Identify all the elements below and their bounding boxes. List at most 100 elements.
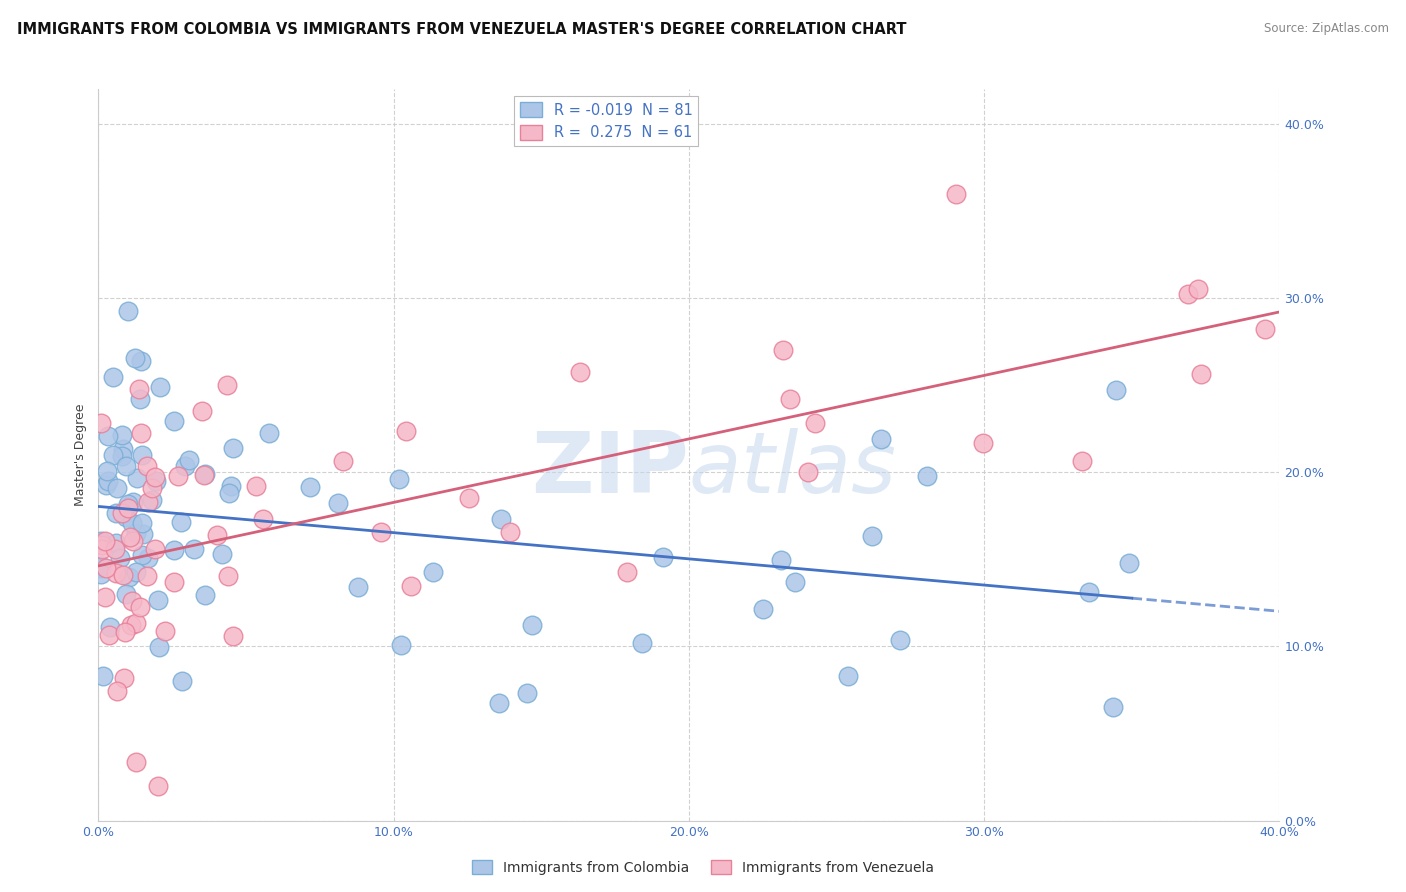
Point bbox=[219, 479, 242, 493]
Point bbox=[205, 528, 228, 542]
Point bbox=[299, 480, 322, 494]
Point bbox=[132, 527, 155, 541]
Point bbox=[120, 618, 142, 632]
Point bbox=[222, 629, 245, 643]
Point bbox=[217, 569, 239, 583]
Point bbox=[141, 481, 163, 495]
Legend: Immigrants from Colombia, Immigrants from Venezuela: Immigrants from Colombia, Immigrants fro… bbox=[465, 855, 941, 880]
Point bbox=[104, 506, 127, 520]
Point bbox=[769, 552, 792, 566]
Point bbox=[104, 535, 127, 549]
Point bbox=[111, 567, 134, 582]
Point bbox=[170, 673, 193, 688]
Point bbox=[136, 550, 159, 565]
Point bbox=[146, 593, 169, 607]
Point bbox=[215, 378, 238, 392]
Point bbox=[136, 458, 159, 473]
Point bbox=[370, 524, 392, 539]
Point bbox=[112, 671, 135, 685]
Point bbox=[124, 755, 146, 769]
Point bbox=[107, 481, 129, 495]
Point bbox=[148, 779, 170, 793]
Point bbox=[163, 414, 186, 428]
Point bbox=[117, 497, 139, 511]
Point bbox=[915, 469, 938, 483]
Point bbox=[94, 561, 117, 575]
Point bbox=[326, 496, 349, 510]
Point bbox=[870, 432, 893, 446]
Point bbox=[797, 465, 820, 479]
Point bbox=[90, 561, 112, 575]
Point bbox=[752, 602, 775, 616]
Point bbox=[136, 569, 159, 583]
Point bbox=[153, 624, 176, 639]
Point bbox=[252, 512, 274, 526]
Point bbox=[128, 383, 150, 397]
Point bbox=[257, 425, 280, 440]
Point bbox=[90, 538, 112, 552]
Point bbox=[129, 392, 152, 406]
Point bbox=[499, 525, 522, 540]
Point bbox=[616, 565, 638, 579]
Point bbox=[520, 618, 543, 632]
Point bbox=[1189, 367, 1212, 381]
Point bbox=[128, 599, 150, 614]
Point bbox=[131, 516, 153, 530]
Point bbox=[169, 516, 191, 530]
Point bbox=[422, 565, 444, 579]
Point bbox=[837, 669, 859, 683]
Point bbox=[117, 304, 139, 318]
Text: IMMIGRANTS FROM COLOMBIA VS IMMIGRANTS FROM VENEZUELA MASTER'S DEGREE CORRELATIO: IMMIGRANTS FROM COLOMBIA VS IMMIGRANTS F… bbox=[17, 22, 907, 37]
Point bbox=[211, 547, 233, 561]
Point bbox=[162, 542, 184, 557]
Point bbox=[105, 684, 128, 698]
Point bbox=[194, 588, 217, 602]
Point bbox=[191, 404, 214, 418]
Point bbox=[183, 541, 205, 556]
Point bbox=[131, 448, 153, 462]
Point bbox=[1071, 454, 1094, 468]
Point bbox=[115, 509, 138, 524]
Point bbox=[94, 534, 117, 549]
Point bbox=[652, 549, 675, 564]
Point bbox=[121, 516, 143, 530]
Point bbox=[1187, 282, 1209, 296]
Point bbox=[125, 526, 148, 541]
Point bbox=[332, 454, 354, 468]
Point bbox=[245, 479, 267, 493]
Point bbox=[90, 559, 112, 574]
Point bbox=[111, 427, 134, 442]
Point bbox=[118, 570, 141, 584]
Point bbox=[145, 474, 167, 488]
Point bbox=[569, 365, 592, 379]
Point bbox=[96, 464, 118, 478]
Point bbox=[97, 474, 120, 488]
Point bbox=[143, 542, 166, 557]
Point bbox=[516, 686, 538, 700]
Point bbox=[125, 471, 148, 485]
Point bbox=[889, 633, 911, 648]
Point bbox=[218, 486, 240, 500]
Point bbox=[1105, 383, 1128, 397]
Point bbox=[121, 593, 143, 607]
Point bbox=[488, 697, 510, 711]
Point bbox=[1102, 700, 1125, 714]
Point bbox=[98, 628, 121, 642]
Point bbox=[346, 580, 368, 594]
Point bbox=[129, 353, 152, 368]
Point bbox=[131, 425, 153, 440]
Text: Source: ZipAtlas.com: Source: ZipAtlas.com bbox=[1264, 22, 1389, 36]
Text: atlas: atlas bbox=[689, 428, 897, 511]
Point bbox=[90, 534, 112, 549]
Point bbox=[1177, 287, 1199, 301]
Point bbox=[860, 529, 883, 543]
Point bbox=[149, 380, 172, 394]
Point bbox=[804, 416, 827, 430]
Point bbox=[221, 441, 243, 455]
Point bbox=[194, 467, 217, 481]
Point bbox=[124, 351, 146, 365]
Point bbox=[94, 591, 117, 605]
Point bbox=[97, 429, 120, 443]
Point bbox=[120, 530, 142, 544]
Point bbox=[388, 472, 411, 486]
